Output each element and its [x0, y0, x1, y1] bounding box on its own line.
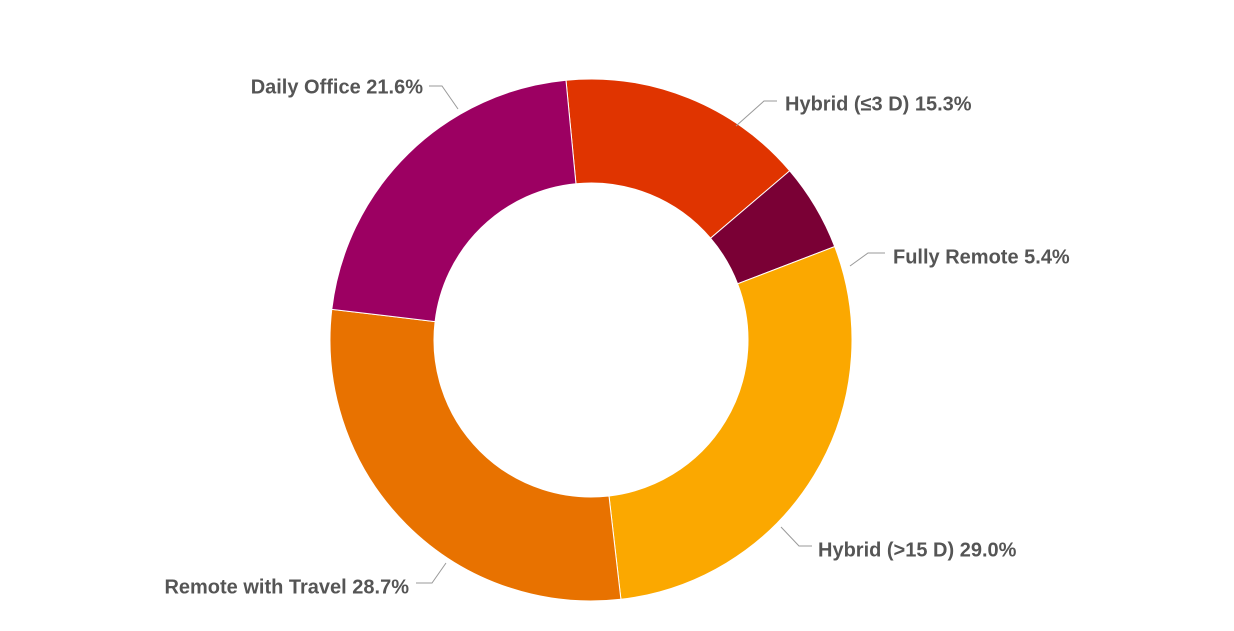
leader-line-hybrid-15-d [780, 526, 812, 547]
slice-hybrid-15-d[interactable] [608, 245, 853, 600]
leader-line-fully-remote [849, 252, 885, 267]
slice-daily-office[interactable] [331, 79, 577, 323]
data-label-hybrid-3-d: Hybrid (≤3 D) 15.3% [785, 93, 972, 115]
leader-line-hybrid-3-d [735, 100, 777, 127]
data-label-daily-office: Daily Office 21.6% [251, 76, 424, 98]
slice-remote-with-travel[interactable] [329, 308, 622, 602]
slices-layer [329, 78, 853, 602]
data-label-remote-with-travel: Remote with Travel 28.7% [164, 576, 409, 598]
leader-line-daily-office [429, 85, 459, 110]
data-label-hybrid-15-d: Hybrid (>15 D) 29.0% [818, 539, 1017, 561]
leader-lines-layer [416, 85, 885, 584]
data-label-fully-remote: Fully Remote 5.4% [893, 246, 1070, 268]
leader-line-remote-with-travel [416, 562, 447, 584]
labels-layer: Hybrid (≤3 D) 15.3% Fully Remote 5.4% Hybr… [164, 76, 1069, 598]
